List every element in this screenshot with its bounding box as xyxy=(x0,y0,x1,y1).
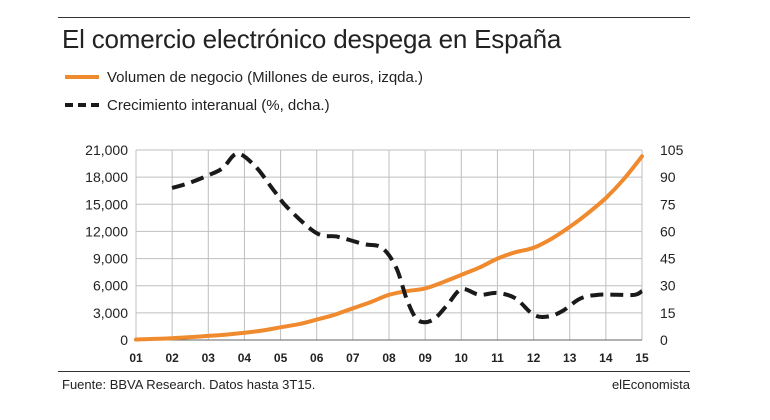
y-left-tick-label: 6,000 xyxy=(93,278,128,294)
x-tick-label: 15 xyxy=(635,351,649,365)
x-tick-label: 08 xyxy=(382,351,396,365)
y-right-tick-label: 90 xyxy=(660,169,676,185)
legend-label-volume: Volumen de negocio (Millones de euros, i… xyxy=(107,68,424,86)
x-tick-label: 01 xyxy=(129,351,143,365)
y-left-tick-label: 12,000 xyxy=(85,223,128,239)
legend-label-growth: Crecimiento interanual (%, dcha.) xyxy=(107,96,330,114)
y-right-tick-label: 45 xyxy=(660,251,676,267)
y-right-tick-label: 30 xyxy=(660,278,676,294)
x-tick-label: 12 xyxy=(527,351,541,365)
x-tick-label: 06 xyxy=(310,351,324,365)
series-line-volume xyxy=(134,154,644,342)
x-tick-label: 11 xyxy=(491,351,504,365)
y-right-tick-label: 105 xyxy=(660,142,684,158)
x-tick-label: 03 xyxy=(202,351,216,365)
y-right-tick-label: 0 xyxy=(660,332,668,348)
y-left-tick-label: 9,000 xyxy=(93,251,128,267)
x-tick-label: 04 xyxy=(238,351,252,365)
x-tick-label: 02 xyxy=(165,351,179,365)
legend-swatch-solid xyxy=(65,75,99,79)
y-right-tick-label: 60 xyxy=(660,223,676,239)
legend-item-volume: Volumen de negocio (Millones de euros, i… xyxy=(65,67,423,87)
x-tick-label: 13 xyxy=(563,351,577,365)
top-rule xyxy=(58,17,690,18)
source-note: Fuente: BBVA Research. Datos hasta 3T15. xyxy=(62,377,316,392)
series-line-growth xyxy=(171,151,644,325)
x-tick-label: 05 xyxy=(274,351,288,365)
y-left-tick-label: 15,000 xyxy=(85,196,128,212)
y-left-tick-label: 21,000 xyxy=(85,142,128,158)
x-tick-label: 14 xyxy=(599,351,613,365)
legend-item-growth: Crecimiento interanual (%, dcha.) xyxy=(65,95,330,115)
x-tick-label: 10 xyxy=(455,351,469,365)
y-right-tick-label: 75 xyxy=(660,196,676,212)
legend-swatch-dashed xyxy=(65,103,99,107)
y-left-tick-label: 0 xyxy=(120,332,128,348)
y-left-tick-label: 3,000 xyxy=(93,305,128,321)
bottom-rule xyxy=(58,371,690,372)
chart-title: El comercio electrónico despega en Españ… xyxy=(62,24,562,54)
y-right-tick-label: 15 xyxy=(660,305,676,321)
y-left-tick-label: 18,000 xyxy=(85,169,128,185)
x-tick-label: 09 xyxy=(418,351,432,365)
brand-label: elEconomista xyxy=(611,377,690,392)
x-tick-label: 07 xyxy=(346,351,360,365)
